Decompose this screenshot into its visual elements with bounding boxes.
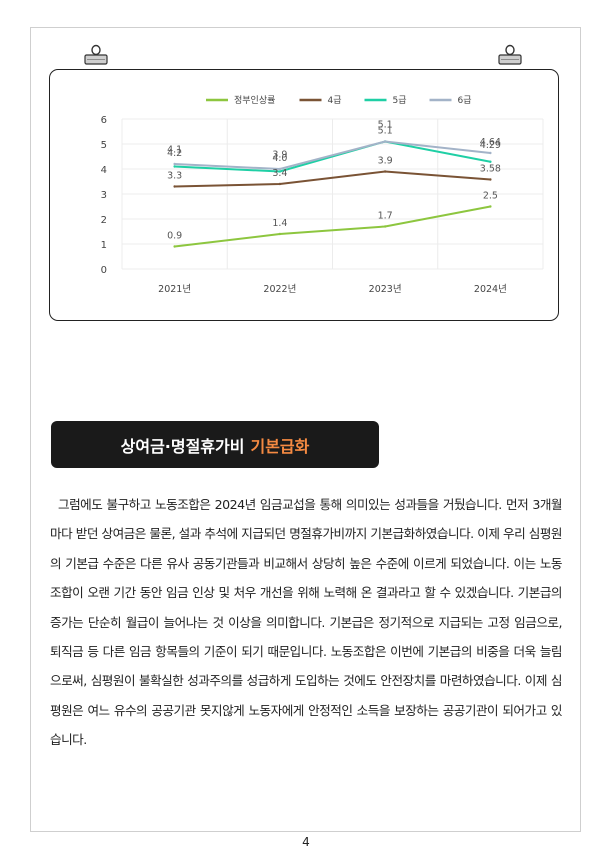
x-axis: 2021년 2022년 2023년 2024년 — [158, 284, 507, 295]
series-line — [174, 205, 491, 248]
data-label: 4.29 — [480, 140, 501, 151]
chart-legend: 정부인상률 4급 5급 6급 — [206, 95, 472, 106]
legend-label: 정부인상률 — [234, 95, 275, 106]
data-label: 1.4 — [272, 218, 287, 229]
line-chart: 정부인상률 4급 5급 6급 0 1 2 3 4 5 6 2021년 2022년 2023년 2024년… — [101, 95, 544, 295]
data-label: 4.2 — [167, 148, 182, 159]
data-point — [383, 170, 387, 173]
binder-clip-icon — [498, 44, 522, 65]
data-label: 4.0 — [272, 153, 287, 164]
page-frame — [30, 27, 581, 832]
y-axis: 0 1 2 3 4 5 6 — [101, 115, 107, 276]
data-point — [278, 182, 282, 186]
data-point — [278, 170, 282, 173]
binder-clip-icon — [84, 44, 108, 65]
y-tick-label: 5 — [101, 140, 107, 151]
body-paragraph: 그럼에도 불구하고 노동조합은 2024년 임금교섭을 통해 의미있는 성과들을… — [50, 497, 563, 748]
legend-label: 6급 — [458, 95, 472, 106]
y-tick-label: 6 — [101, 115, 107, 126]
chart-grid — [121, 118, 544, 270]
data-label: 4.64 — [480, 137, 501, 148]
data-label: 0.9 — [167, 231, 182, 242]
x-tick-label: 2023년 — [369, 284, 402, 295]
chart-series — [173, 140, 492, 248]
data-point — [489, 178, 492, 181]
x-tick-label: 2024년 — [474, 284, 507, 295]
series-line — [174, 140, 491, 171]
data-label: 3.9 — [272, 150, 287, 161]
chart-data-labels: 0.91.41.72.53.3 3.43.93.584.1 3.95.14.294.… — [167, 120, 501, 242]
data-point — [489, 205, 492, 208]
data-label: 3.58 — [480, 164, 501, 175]
legend-label: 5급 — [393, 95, 407, 106]
data-point — [489, 160, 492, 163]
data-point — [173, 165, 176, 168]
section-title-accent: 기본급화 — [250, 436, 310, 456]
y-tick-label: 1 — [101, 240, 107, 251]
y-tick-label: 2 — [101, 215, 107, 226]
section-title-main: 상여금·명절휴가비 — [120, 436, 245, 456]
series-line — [174, 140, 491, 173]
data-point — [173, 185, 176, 188]
data-label: 3.9 — [378, 156, 393, 167]
chart-card: 정부인상률 4급 5급 6급 0 1 2 3 4 5 6 2021년 2022년 2023년 2024년… — [49, 69, 559, 321]
page-number: 4 — [302, 835, 310, 849]
data-label: 3.3 — [167, 171, 182, 182]
data-point — [173, 162, 176, 166]
data-point — [383, 225, 387, 228]
data-label: 3.4 — [272, 168, 287, 179]
data-label: 5.1 — [378, 120, 393, 131]
x-tick-label: 2021년 — [158, 284, 191, 295]
data-label: 2.5 — [483, 191, 498, 202]
data-label: 1.7 — [378, 211, 393, 222]
data-point — [278, 167, 282, 171]
x-tick-label: 2022년 — [263, 284, 296, 295]
legend-label: 4급 — [328, 95, 342, 106]
y-tick-label: 0 — [101, 265, 107, 276]
data-label: 5.1 — [378, 126, 393, 137]
data-label: 4.1 — [167, 145, 182, 156]
data-point — [489, 151, 492, 155]
y-tick-label: 3 — [101, 190, 107, 201]
section-title-banner: 상여금·명절휴가비 기본급화 — [51, 421, 379, 468]
series-line — [174, 170, 491, 188]
data-point — [383, 140, 387, 143]
data-point — [278, 232, 282, 236]
data-point — [173, 245, 176, 248]
y-tick-label: 4 — [101, 165, 107, 176]
